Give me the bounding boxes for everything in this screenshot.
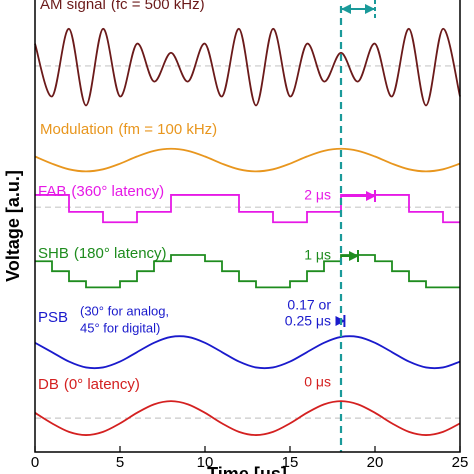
x-tick-label: 15 — [282, 454, 299, 471]
series-note: 45° for digital) — [80, 320, 160, 335]
series-line — [34, 27, 461, 107]
series-line — [35, 254, 460, 289]
series-label: SHB (180° latency) — [38, 245, 167, 262]
series-label: Modulation (fm = 100 kHz) — [40, 121, 217, 138]
x-tick-label: 5 — [116, 454, 124, 471]
series-name: SHB — [38, 245, 69, 262]
latency-label: 0 μs — [304, 374, 331, 390]
series-name: AM signal — [40, 0, 106, 13]
series-label: PSB — [38, 309, 68, 326]
x-tick-label: 0 — [31, 454, 39, 471]
plot-frame — [34, 0, 461, 453]
series-name: PSB — [38, 309, 68, 326]
series-name: FAB — [38, 183, 66, 200]
series-note: (360° latency) — [71, 183, 164, 200]
series-name: DB — [38, 376, 59, 393]
series-note: (fc = 500 kHz) — [111, 0, 205, 13]
series-line — [34, 335, 461, 370]
latency-label: 0.25 μs — [285, 313, 331, 329]
y-axis-label: Voltage [a.u.] — [3, 170, 23, 282]
series-name: Modulation — [40, 121, 113, 138]
series-note: (180° latency) — [74, 245, 167, 262]
x-tick-label: 25 — [452, 454, 469, 471]
x-axis-label: Time [μs] — [207, 464, 287, 474]
series-label: FAB (360° latency) — [38, 183, 164, 200]
latency-label: 2 μs — [304, 187, 331, 203]
series-label: DB (0° latency) — [38, 376, 140, 393]
series-note: (30° for analog, — [80, 303, 169, 318]
series-note: (0° latency) — [64, 376, 140, 393]
series-line — [34, 147, 461, 173]
x-tick-label: 20 — [367, 454, 384, 471]
series-label: AM signal (fc = 500 kHz) — [40, 0, 205, 13]
latency-label: 1 μs — [304, 247, 331, 263]
latency-label: 0.17 or — [287, 297, 331, 313]
series-line — [35, 194, 460, 224]
series-line — [34, 400, 461, 436]
x-tick-label: 10 — [197, 454, 214, 471]
series-note: (fm = 100 kHz) — [118, 121, 217, 138]
